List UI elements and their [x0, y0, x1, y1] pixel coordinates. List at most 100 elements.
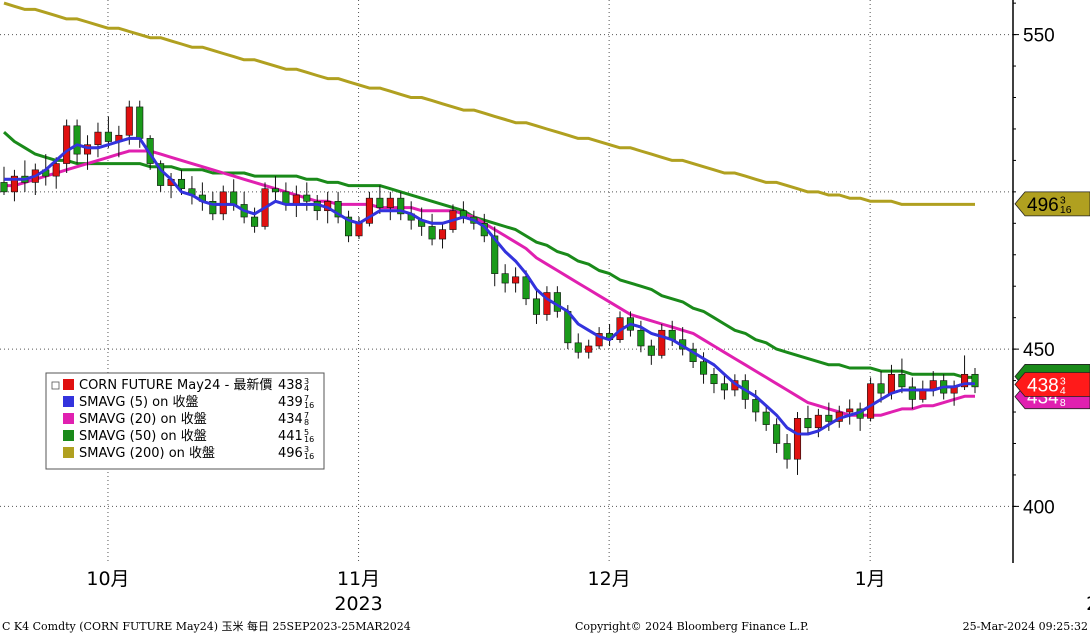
candle-body-24 — [251, 216, 259, 227]
year-label-2023: 2023 — [334, 593, 382, 615]
legend-frac-num-3: 5 — [304, 428, 309, 437]
candle-body-50 — [522, 276, 530, 300]
candle-body-38 — [397, 197, 405, 215]
legend-label-3: SMAVG (50) on 收盤 — [79, 429, 207, 444]
candle-body-5 — [52, 163, 60, 177]
candle-body-92 — [961, 373, 969, 388]
candle-body-7 — [73, 125, 81, 155]
candle-body-10 — [104, 131, 112, 142]
candle-body-52 — [543, 292, 551, 315]
candle-body-72 — [752, 399, 760, 413]
candle-body-74 — [773, 424, 781, 444]
candle-body-12 — [125, 106, 133, 136]
price-tags: 4963164347843834 — [1014, 191, 1090, 410]
candle-body-26 — [271, 188, 279, 193]
candle-body-9 — [94, 131, 102, 145]
candle-body-42 — [438, 229, 447, 240]
legend-value-2: 434 — [278, 412, 303, 427]
month-label-9: 10月 — [86, 568, 129, 590]
candle-body-79 — [825, 414, 833, 422]
candle-body-15 — [157, 163, 165, 186]
candle-body-73 — [762, 411, 770, 425]
candle-body-56 — [585, 345, 593, 353]
legend-frac-den-1: 16 — [304, 401, 314, 410]
candle-body-68 — [710, 373, 718, 385]
price-axis: 550 450 400 — [1012, 0, 1055, 563]
legend-box — [45, 372, 325, 470]
candle-body-53 — [553, 292, 561, 312]
candle-body-51 — [532, 298, 541, 315]
candle-body-84 — [877, 383, 885, 394]
month-label-82: 1月 — [855, 568, 886, 590]
price-label-550: 550 — [1023, 26, 1055, 47]
candle-body-47 — [491, 235, 499, 274]
legend-frac-den-3: 16 — [304, 435, 314, 444]
price-tag-label-0-num: 3 — [1060, 196, 1066, 207]
price-tag-label-3-num: 3 — [1060, 376, 1066, 387]
candle-body-67 — [700, 361, 708, 375]
candle-body-86 — [898, 373, 906, 388]
candle-body-1 — [10, 175, 18, 193]
legend-label-2: SMAVG (20) on 收盤 — [79, 412, 207, 427]
candle-body-83 — [867, 383, 875, 419]
price-label-400: 400 — [1023, 497, 1055, 518]
candle-body-69 — [720, 383, 728, 391]
month-label-33: 11月 — [337, 568, 380, 590]
ma-line-5-top — [4, 137, 975, 436]
year-label-2024: 2024 — [1086, 593, 1090, 615]
candle-body-88 — [919, 389, 927, 400]
legend-swatch-0 — [63, 379, 74, 390]
candle-body-33 — [345, 216, 353, 237]
candle-body-32 — [334, 200, 342, 218]
candle-body-21 — [219, 191, 227, 215]
candle-body-57 — [595, 333, 603, 347]
candle-body-48 — [501, 273, 509, 284]
grid-lines — [0, 0, 1013, 563]
candle-body-62 — [647, 345, 655, 356]
legend-frac-num-4: 3 — [304, 445, 309, 454]
candle-body-41 — [428, 226, 436, 240]
candle-body-78 — [814, 414, 822, 429]
footer: C K4 Comdty (CORN FUTURE May24) 玉米 每日 25… — [2, 619, 1088, 633]
legend-swatch-3 — [63, 430, 74, 441]
footer-timestamp: 25-Mar-2024 09:25:32 — [963, 620, 1088, 633]
legend-swatch-1 — [63, 396, 74, 407]
candles — [0, 100, 979, 475]
price-tag-label-2-den: 8 — [1060, 398, 1066, 409]
legend-label-1: SMAVG (5) on 收盤 — [79, 395, 199, 410]
date-axis: 10月11月12月1月2月3月20232024 — [86, 568, 1090, 615]
moving-average-lines — [2, 1, 975, 436]
price-tag-0 — [1014, 191, 1090, 217]
candle-body-49 — [512, 276, 520, 284]
legend-swatch-2 — [63, 413, 74, 424]
candle-body-77 — [804, 418, 812, 429]
legend-value-1: 439 — [278, 395, 303, 410]
candle-body-76 — [793, 418, 802, 460]
candle-body-6 — [63, 125, 71, 164]
candle-body-85 — [887, 373, 896, 394]
candle-body-36 — [376, 197, 384, 208]
price-label-450: 450 — [1023, 340, 1055, 361]
ma-line-2 — [2, 130, 975, 379]
legend-frac-den-0: 4 — [304, 384, 309, 393]
legend-label-4: SMAVG (200) on 收盤 — [79, 446, 215, 461]
legend-frac-num-1: 7 — [304, 394, 309, 403]
candle-body-55 — [574, 342, 582, 353]
price-tag-label-3: 438 — [1027, 376, 1059, 397]
candle-body-13 — [136, 106, 144, 139]
candle-body-75 — [783, 443, 791, 460]
candle-body-29 — [303, 194, 311, 202]
price-tag-label-0-den: 16 — [1060, 205, 1072, 216]
candle-body-20 — [209, 200, 217, 215]
legend-value-3: 441 — [278, 429, 303, 444]
legend-frac-den-4: 16 — [304, 452, 314, 461]
legend-label-0: CORN FUTURE May24 - 最新價 — [79, 377, 272, 393]
month-label-57: 12月 — [588, 568, 631, 590]
candle-body-8 — [83, 144, 92, 155]
candle-body-28 — [292, 194, 300, 205]
candle-body-35 — [365, 197, 373, 224]
legend-frac-num-2: 7 — [304, 411, 309, 420]
ma-line-3 — [3, 1, 975, 206]
